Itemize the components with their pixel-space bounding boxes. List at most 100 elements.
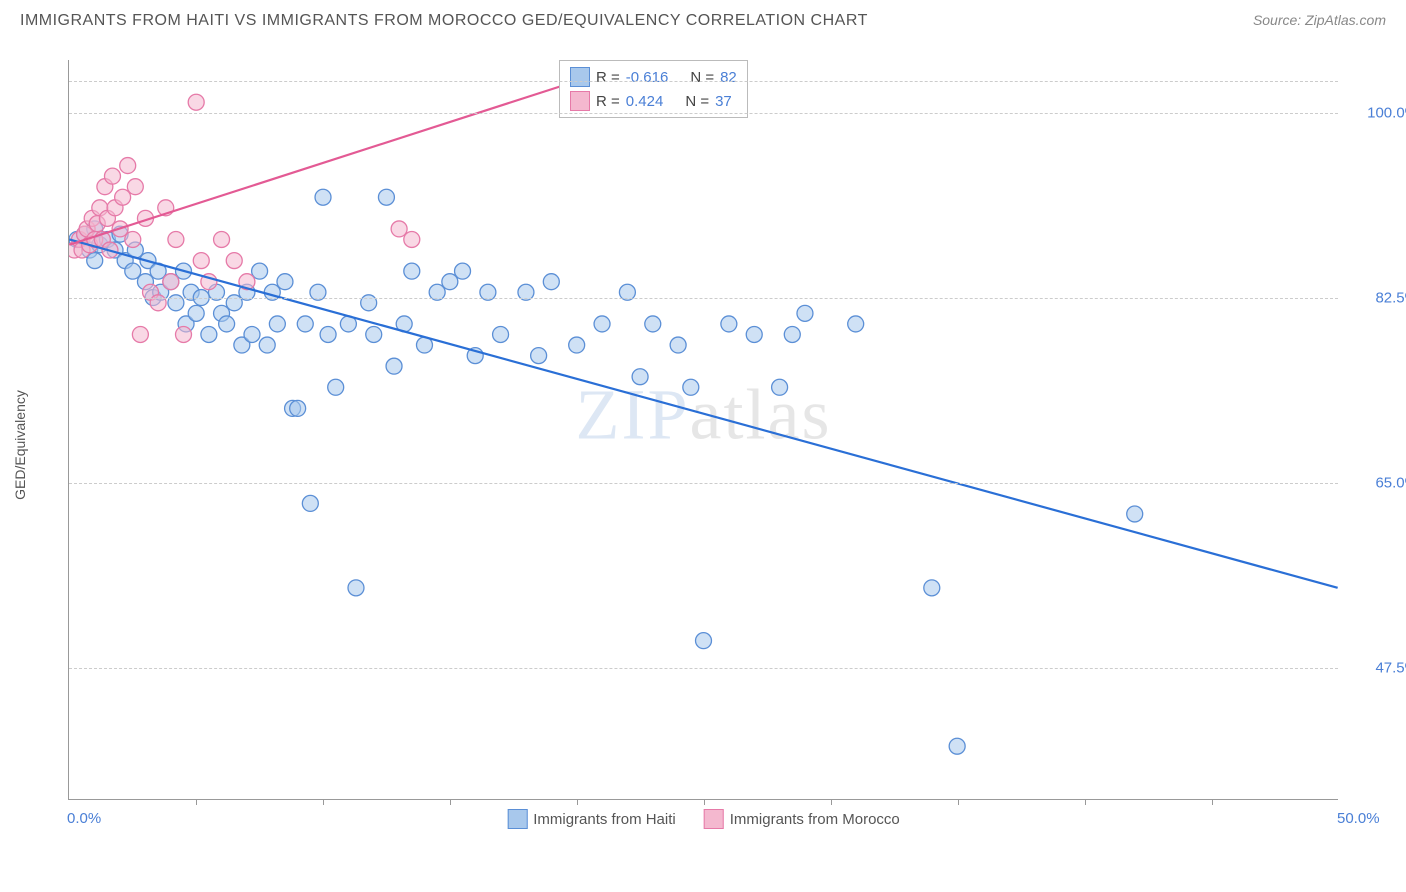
legend-label: Immigrants from Haiti	[533, 811, 676, 828]
gridline-h	[69, 113, 1338, 114]
data-point	[683, 379, 699, 395]
data-point	[226, 253, 242, 269]
data-point	[848, 316, 864, 332]
data-point	[125, 263, 141, 279]
x-minor-tick	[196, 799, 197, 805]
data-point	[193, 253, 209, 269]
r-label: R =	[596, 93, 620, 110]
data-point	[219, 316, 235, 332]
data-point	[772, 379, 788, 395]
data-point	[315, 189, 331, 205]
data-point	[259, 337, 275, 353]
data-point	[924, 580, 940, 596]
y-tick-label: 47.5%	[1348, 659, 1406, 676]
data-point	[244, 326, 260, 342]
y-tick-label: 100.0%	[1348, 104, 1406, 121]
data-point	[746, 326, 762, 342]
trend-line	[69, 81, 576, 245]
n-value: 37	[715, 93, 732, 110]
gridline-h	[69, 483, 1338, 484]
data-point	[442, 274, 458, 290]
chart-header: IMMIGRANTS FROM HAITI VS IMMIGRANTS FROM…	[0, 0, 1406, 30]
data-point	[125, 231, 141, 247]
data-point	[404, 263, 420, 279]
data-point	[277, 274, 293, 290]
data-point	[269, 316, 285, 332]
data-point	[632, 369, 648, 385]
data-point	[404, 231, 420, 247]
legend-label: Immigrants from Morocco	[730, 811, 900, 828]
x-minor-tick	[577, 799, 578, 805]
data-point	[569, 337, 585, 353]
data-point	[1127, 506, 1143, 522]
n-value: 82	[720, 69, 737, 86]
data-point	[168, 231, 184, 247]
data-point	[290, 400, 306, 416]
legend-swatch	[704, 809, 724, 829]
data-point	[531, 348, 547, 364]
legend-item: Immigrants from Morocco	[704, 809, 900, 829]
x-tick-label: 50.0%	[1337, 810, 1380, 827]
series-legend: Immigrants from Haiti Immigrants from Mor…	[507, 809, 900, 829]
data-point	[163, 274, 179, 290]
plot-area: ZIPatlas R = -0.616 N = 82 R = 0.424 N =…	[68, 60, 1338, 800]
n-label: N =	[690, 69, 714, 86]
x-minor-tick	[450, 799, 451, 805]
data-point	[120, 158, 136, 174]
data-point	[87, 253, 103, 269]
data-point	[320, 326, 336, 342]
r-label: R =	[596, 69, 620, 86]
data-point	[797, 305, 813, 321]
legend-swatch	[507, 809, 527, 829]
data-point	[132, 326, 148, 342]
data-point	[127, 179, 143, 195]
data-point	[594, 316, 610, 332]
data-point	[188, 94, 204, 110]
data-point	[493, 326, 509, 342]
r-value: 0.424	[626, 93, 664, 110]
data-point	[696, 633, 712, 649]
data-point	[386, 358, 402, 374]
data-point	[302, 495, 318, 511]
x-minor-tick	[1085, 799, 1086, 805]
n-label: N =	[685, 93, 709, 110]
x-minor-tick	[831, 799, 832, 805]
data-point	[348, 580, 364, 596]
data-point	[721, 316, 737, 332]
data-point	[670, 337, 686, 353]
data-point	[378, 189, 394, 205]
gridline-h	[69, 298, 1338, 299]
data-point	[455, 263, 471, 279]
chart-container: GED/Equivalency ZIPatlas R = -0.616 N = …	[50, 50, 1360, 840]
data-point	[784, 326, 800, 342]
y-tick-label: 82.5%	[1348, 289, 1406, 306]
data-point	[201, 326, 217, 342]
legend-item: Immigrants from Haiti	[507, 809, 676, 829]
legend-row: R = -0.616 N = 82	[570, 65, 737, 89]
legend-swatch	[570, 91, 590, 111]
r-value: -0.616	[626, 69, 669, 86]
x-tick-label: 0.0%	[67, 810, 101, 827]
y-axis-label: GED/Equivalency	[12, 390, 28, 500]
legend-swatch	[570, 67, 590, 87]
gridline-h	[69, 668, 1338, 669]
data-point	[645, 316, 661, 332]
x-minor-tick	[323, 799, 324, 805]
legend-row: R = 0.424 N = 37	[570, 89, 737, 113]
data-point	[328, 379, 344, 395]
source-label: Source: ZipAtlas.com	[1253, 12, 1386, 28]
x-minor-tick	[958, 799, 959, 805]
data-point	[252, 263, 268, 279]
data-point	[104, 168, 120, 184]
x-minor-tick	[704, 799, 705, 805]
scatter-svg	[69, 60, 1338, 799]
trend-line	[69, 239, 1337, 587]
data-point	[366, 326, 382, 342]
data-point	[176, 326, 192, 342]
data-point	[115, 189, 131, 205]
correlation-legend: R = -0.616 N = 82 R = 0.424 N = 37	[559, 60, 748, 118]
data-point	[543, 274, 559, 290]
data-point	[391, 221, 407, 237]
x-minor-tick	[1212, 799, 1213, 805]
data-point	[188, 305, 204, 321]
